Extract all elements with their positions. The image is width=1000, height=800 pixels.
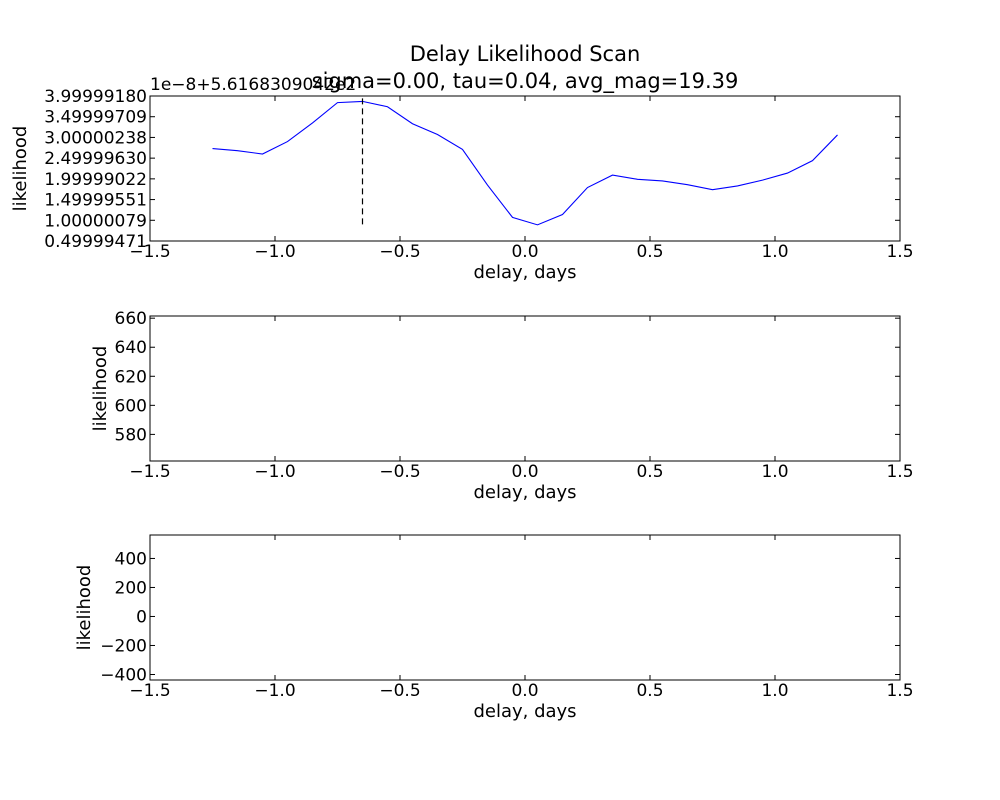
figure-title: Delay Likelihood Scan <box>410 42 641 66</box>
x-tick-label: 1.5 <box>886 462 913 482</box>
x-tick-label: 1.5 <box>886 242 913 262</box>
y-tick-label: −400 <box>100 665 147 685</box>
subplot-1: −1.5 −1.0 −0.5 0.0 0.5 1.0 1.5 3.999991803.4999… <box>10 75 914 283</box>
y-tick-label: 3.99999180 <box>44 87 147 107</box>
x-tick-label: 0.5 <box>636 462 663 482</box>
axes-frame <box>149 315 901 462</box>
y-tick-label: 660 <box>115 309 147 329</box>
y-tick-label: −200 <box>100 636 147 656</box>
x-tick-label: −0.5 <box>379 242 420 262</box>
y-tick-label: 3.00000238 <box>44 128 147 148</box>
x-tick-label: 0.5 <box>636 681 663 701</box>
subplot-2: −1.5 −1.0 −0.5 0.0 0.5 1.0 1.5 660 640 620 600 580 d… <box>90 309 914 503</box>
x-tick-label: −1.5 <box>129 681 170 701</box>
x-axis-label: delay, days <box>473 482 576 503</box>
x-tick-label: −1.5 <box>129 462 170 482</box>
y-tick-label: 600 <box>115 396 147 416</box>
x-tick-label: 1.0 <box>761 681 788 701</box>
x-tick-label: 1.0 <box>761 242 788 262</box>
x-tick-label: 0.0 <box>511 681 538 701</box>
subplot-3: −1.5 −1.0 −0.5 0.0 0.5 1.0 1.5 400 200 0 −200 −400 d… <box>74 534 914 722</box>
y-tick-label: 620 <box>115 367 147 387</box>
likelihood-series-line <box>212 100 838 226</box>
y-tick-label: 2.49999630 <box>44 149 147 169</box>
x-tick-label: 1.0 <box>761 462 788 482</box>
y-tick-label: 640 <box>115 338 147 358</box>
y-axis-label: likelihood <box>74 565 95 651</box>
x-tick-label: 1.5 <box>886 681 913 701</box>
y-tick-label: 1.99999022 <box>44 170 147 190</box>
y-tick-label: 0.49999471 <box>44 232 147 252</box>
x-tick-label: 0.0 <box>511 462 538 482</box>
x-tick-label: −1.0 <box>254 242 295 262</box>
y-tick-label: 200 <box>115 578 147 598</box>
axes-frame <box>149 534 901 681</box>
y-axis-label: likelihood <box>90 346 111 432</box>
y-axis-label: likelihood <box>10 126 31 212</box>
x-tick-label: −1.0 <box>254 462 295 482</box>
axes-frame <box>149 95 901 242</box>
y-tick-label: 0 <box>136 607 147 627</box>
y-tick-label: 3.49999709 <box>44 108 147 128</box>
y-tick-label: 1.00000079 <box>44 211 147 231</box>
x-tick-label: −0.5 <box>379 681 420 701</box>
x-tick-label: −1.0 <box>254 681 295 701</box>
x-tick-label: −0.5 <box>379 462 420 482</box>
y-tick-label: 1.49999551 <box>44 191 147 211</box>
y-offset-label: 1e−8+5.6168309042e2 <box>150 75 356 95</box>
figure-subtitle: sigma=0.00, tau=0.04, avg_mag=19.39 <box>312 69 739 94</box>
x-tick-label: 0.0 <box>511 242 538 262</box>
x-tick-label: −1.5 <box>129 242 170 262</box>
y-tick-label: 580 <box>115 425 147 445</box>
x-axis-label: delay, days <box>473 262 576 283</box>
x-axis-label: delay, days <box>473 701 576 722</box>
x-tick-label: 0.5 <box>636 242 663 262</box>
y-tick-label: 400 <box>115 549 147 569</box>
